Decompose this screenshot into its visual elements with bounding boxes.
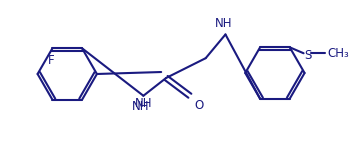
- Text: NH: NH: [215, 17, 232, 30]
- Text: NH: NH: [132, 100, 149, 113]
- Text: S: S: [304, 49, 311, 62]
- Text: CH₃: CH₃: [327, 47, 349, 60]
- Text: NH: NH: [134, 97, 152, 110]
- Text: F: F: [48, 54, 55, 67]
- Text: O: O: [195, 99, 204, 112]
